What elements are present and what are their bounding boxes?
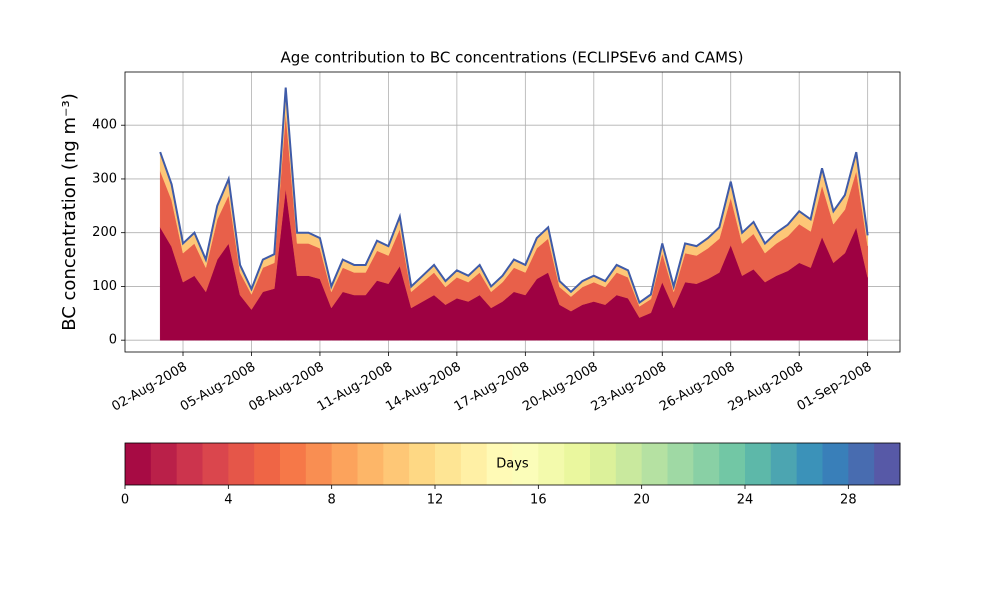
colorbar-swatch bbox=[125, 443, 152, 485]
colorbar-swatch bbox=[150, 443, 178, 485]
colorbar-swatch bbox=[486, 443, 513, 485]
colorbar-swatch bbox=[641, 443, 668, 485]
y-tick-label: 0 bbox=[109, 333, 117, 348]
colorbar-tick-label: 12 bbox=[427, 493, 444, 508]
colorbar-swatch bbox=[538, 443, 565, 485]
colorbar-frame bbox=[124, 442, 901, 486]
colorbar-swatch bbox=[176, 443, 203, 485]
x-tick-label: 29-Aug-2008 bbox=[726, 360, 806, 415]
colorbar-swatch bbox=[719, 443, 746, 485]
x-tick-label: 11-Aug-2008 bbox=[315, 360, 395, 415]
colorbar-swatch bbox=[874, 443, 901, 485]
colorbar-swatch bbox=[254, 443, 281, 485]
y-tick-label: 300 bbox=[92, 171, 117, 186]
colorbar-swatch bbox=[331, 443, 358, 485]
colorbar-swatch bbox=[615, 443, 643, 485]
colorbar-swatch bbox=[435, 443, 462, 485]
colorbar-swatch bbox=[822, 443, 849, 485]
x-tick-label: 08-Aug-2008 bbox=[246, 360, 326, 415]
colorbar-swatch bbox=[460, 443, 488, 485]
y-tick-label: 400 bbox=[92, 118, 117, 133]
x-tick-label: 14-Aug-2008 bbox=[383, 360, 463, 415]
colorbar-swatch bbox=[590, 443, 617, 485]
colorbar-tick-label: 24 bbox=[737, 493, 754, 508]
colorbar-swatch bbox=[848, 443, 875, 485]
colorbar-swatch bbox=[280, 443, 307, 485]
colorbar-swatch bbox=[357, 443, 384, 485]
y-axis-label: BC concentration (ng m⁻³) bbox=[59, 93, 80, 331]
y-tick-label: 100 bbox=[92, 279, 117, 294]
colorbar-tick-label: 20 bbox=[633, 493, 650, 508]
colorbar-swatch bbox=[564, 443, 591, 485]
x-tick-label: 23-Aug-2008 bbox=[589, 360, 669, 415]
colorbar-swatch bbox=[409, 443, 436, 485]
colorbar-tick-label: 0 bbox=[121, 493, 129, 508]
chart-title: Age contribution to BC concentrations (E… bbox=[281, 49, 744, 67]
colorbar-swatch bbox=[745, 443, 772, 485]
colorbar-tick-label: 4 bbox=[224, 493, 232, 508]
colorbar-tick-label: 8 bbox=[328, 493, 336, 508]
colorbar-tick-label: 16 bbox=[530, 493, 547, 508]
colorbar-swatch bbox=[693, 443, 720, 485]
x-tick-label: 26-Aug-2008 bbox=[657, 360, 737, 415]
x-tick-label: 02-Aug-2008 bbox=[109, 360, 189, 415]
colorbar-swatch bbox=[228, 443, 255, 485]
x-tick-label: 05-Aug-2008 bbox=[178, 360, 258, 415]
colorbar-swatch bbox=[770, 443, 798, 485]
colorbar-swatch bbox=[305, 443, 333, 485]
colorbar-tick-label: 28 bbox=[840, 493, 857, 508]
colorbar-swatch bbox=[796, 443, 823, 485]
colorbar-label: Days bbox=[496, 457, 529, 472]
colorbar-swatch bbox=[383, 443, 410, 485]
x-tick-label: 20-Aug-2008 bbox=[520, 360, 600, 415]
colorbar-swatch bbox=[202, 443, 229, 485]
colorbar-swatch bbox=[512, 443, 539, 485]
colorbar-swatch bbox=[667, 443, 694, 485]
x-tick-label: 01-Sep-2008 bbox=[795, 360, 875, 415]
plot-frame bbox=[124, 71, 901, 353]
total-line bbox=[159, 87, 869, 305]
y-tick-label: 200 bbox=[92, 225, 117, 240]
x-tick-label: 17-Aug-2008 bbox=[452, 360, 532, 415]
